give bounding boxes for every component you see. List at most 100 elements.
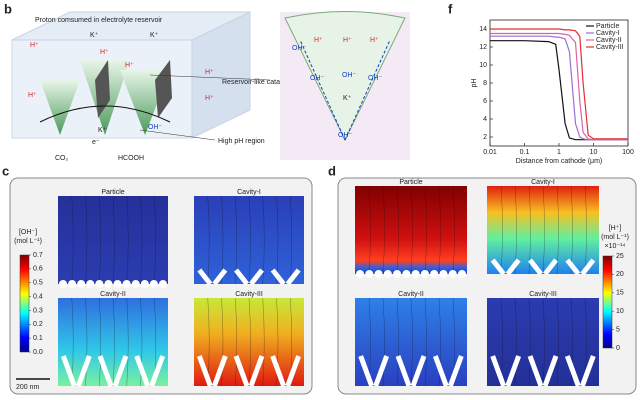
- cavity: [358, 355, 390, 387]
- panel-label: b: [4, 1, 12, 16]
- particle: [365, 270, 374, 278]
- cavity-wall: [155, 60, 172, 118]
- streamline: [235, 297, 237, 387]
- streamline: [556, 297, 559, 387]
- hydroxide-label: OH⁻: [338, 132, 353, 139]
- x-tick-label: 0.1: [520, 149, 530, 156]
- streamline: [410, 297, 413, 387]
- colorbar-tick-label: 0.2: [33, 321, 43, 328]
- y-tick-label: 4: [483, 116, 487, 123]
- particle: [104, 280, 113, 288]
- cavity: [234, 268, 264, 286]
- streamline: [112, 195, 115, 285]
- particle: [113, 280, 122, 288]
- heatmap: [355, 186, 467, 274]
- streamline: [542, 297, 545, 387]
- streamline: [276, 297, 279, 387]
- streamline: [396, 185, 399, 275]
- streamline: [126, 297, 129, 387]
- streamline: [382, 185, 385, 275]
- colorbar-tick-label: 0: [616, 345, 620, 352]
- proton-label: H⁺: [343, 37, 352, 44]
- legend-label: Particle: [596, 23, 619, 30]
- legend-label: Cavity-I: [596, 30, 620, 37]
- particle: [59, 280, 67, 288]
- series-line: [490, 40, 628, 141]
- electron-path: [39, 105, 171, 123]
- colorbar-unit: (mol L⁻¹): [14, 238, 42, 245]
- streamline: [99, 297, 101, 387]
- panel-label: c: [2, 163, 9, 178]
- heatmap: [487, 186, 599, 274]
- particle: [68, 280, 77, 288]
- streamline: [154, 195, 156, 285]
- cavity: [527, 355, 559, 387]
- cavity: [134, 355, 166, 387]
- heatmap: [355, 298, 467, 386]
- panel-label: d: [328, 163, 336, 178]
- streamline: [99, 195, 101, 285]
- streamline: [438, 185, 441, 275]
- particle: [411, 270, 420, 278]
- streamline: [570, 297, 573, 387]
- particle: [159, 280, 167, 288]
- hydroxide-label: OH⁻: [310, 75, 325, 82]
- potassium-label: K⁺: [90, 32, 99, 39]
- particle: [77, 280, 86, 288]
- colorbar-scale: ×10⁻¹⁴: [605, 243, 626, 250]
- hydroxide-label: OH⁻: [368, 75, 383, 82]
- cavity: [97, 355, 129, 387]
- particle: [458, 270, 466, 278]
- colorbar-tick-label: 0.0: [33, 349, 43, 356]
- colorbar-tick-label: 0.3: [33, 307, 43, 314]
- cavity: [490, 355, 522, 387]
- colorbar-tick-label: 5: [616, 326, 620, 333]
- cavity: [395, 355, 427, 387]
- streamline: [290, 195, 292, 285]
- streamline: [235, 195, 237, 285]
- streamline: [126, 195, 129, 285]
- particle: [393, 270, 402, 278]
- streamline: [248, 195, 251, 285]
- x-tick-label: 100: [622, 149, 634, 156]
- particle: [122, 280, 131, 288]
- cavity-wall: [95, 60, 110, 118]
- proton-label: H⁺: [28, 92, 37, 99]
- x-tick-label: 10: [590, 149, 598, 156]
- series-line: [490, 28, 628, 140]
- streamline: [528, 297, 531, 387]
- potassium-label: K⁺: [98, 127, 107, 134]
- streamline: [140, 297, 143, 387]
- streamline: [438, 297, 441, 387]
- particle: [356, 270, 364, 278]
- subpanel-title: Particle: [399, 179, 422, 186]
- colorbar-tick-label: 20: [616, 271, 624, 278]
- colorbar-unit: (mol L⁻¹): [601, 234, 629, 241]
- legend-label: Cavity-III: [596, 44, 624, 51]
- streamline: [140, 195, 143, 285]
- particle: [448, 270, 457, 278]
- cavity: [528, 258, 558, 276]
- colorbar-tick-label: 0.1: [33, 335, 43, 342]
- schematic-title: Proton comsumed in electrolyte reservoir: [35, 17, 163, 24]
- x-tick-label: 1: [557, 149, 561, 156]
- cavity: [432, 355, 464, 387]
- hydroxide-label: OH⁻: [148, 124, 163, 131]
- colorbar-tick-label: 25: [616, 253, 624, 260]
- streamline: [542, 185, 545, 275]
- streamline: [382, 297, 385, 387]
- particle: [131, 280, 140, 288]
- product-label: HCOOH: [118, 155, 144, 162]
- colorbar: [19, 254, 30, 353]
- x-tick-label: 0.01: [483, 149, 497, 156]
- hydroxide-label: OH⁻: [342, 72, 357, 79]
- heatmap: [194, 298, 304, 386]
- cavity: [565, 258, 596, 276]
- heatmap: [58, 298, 168, 386]
- panel-label: f: [448, 1, 453, 16]
- streamline: [424, 185, 427, 275]
- colorbar-tick-label: 10: [616, 308, 624, 315]
- subpanel-title: Cavity-I: [237, 189, 261, 196]
- streamline: [221, 297, 224, 387]
- series-line: [490, 32, 628, 141]
